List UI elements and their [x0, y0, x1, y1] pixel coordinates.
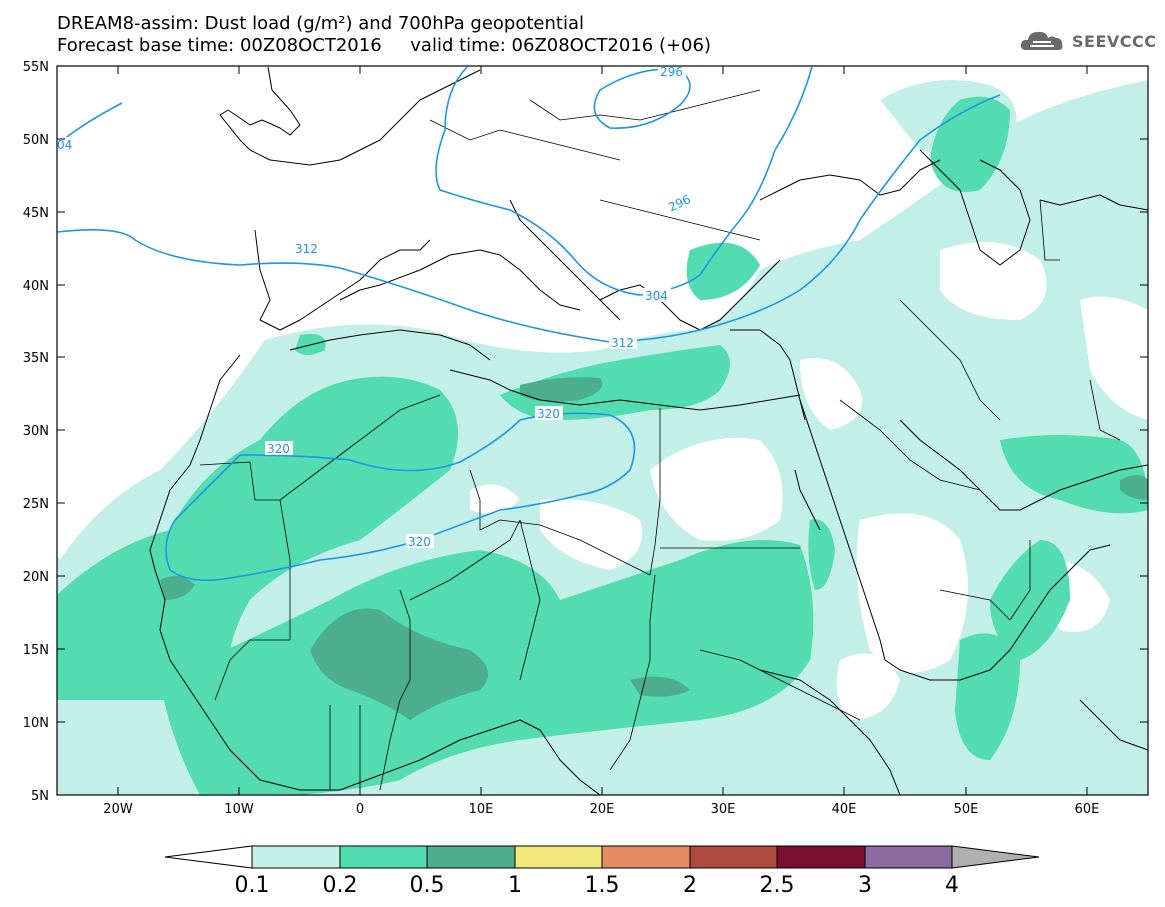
lat-label: 30N: [23, 424, 49, 439]
lon-label: 60E: [1075, 802, 1100, 817]
colorbar-bin: [426, 845, 516, 869]
lat-label: 5N: [31, 789, 49, 804]
colorbar-label: 2: [683, 873, 697, 898]
contour-labels: 04 296 296 312 304 312 320 320 320: [57, 64, 696, 549]
contour-label: 320: [408, 535, 431, 549]
lon-label: 10E: [469, 802, 494, 817]
lat-label: 55N: [23, 60, 49, 75]
colorbar-label: 4: [945, 873, 959, 898]
dust-region-medium: [57, 96, 1148, 795]
colorbar-label: 0.1: [235, 873, 270, 898]
lon-label: 50E: [954, 802, 979, 817]
contour-label: 312: [611, 336, 634, 350]
contour-label: 320: [537, 407, 560, 421]
geopotential-contours: [57, 66, 1001, 581]
lat-label: 45N: [23, 206, 49, 221]
contour-label: 04: [57, 138, 72, 152]
colorbar-label: 1: [508, 873, 522, 898]
colorbar-label: 1.5: [585, 873, 620, 898]
lat-labels: 55N 50N 45N 40N 35N 30N 25N 20N 15N 10N …: [23, 60, 49, 804]
lat-label: 50N: [23, 133, 49, 148]
contour-label: 304: [645, 289, 668, 303]
lon-label: 10W: [224, 802, 254, 817]
country-borders: [199, 89, 1121, 791]
colorbar-low-triangle: [164, 845, 253, 869]
colorbar-bin: [864, 845, 953, 869]
colorbar: [164, 845, 1040, 869]
map-title-line2: Forecast base time: 00Z08OCT2016 valid t…: [57, 35, 711, 56]
lon-labels: 20W 10W 0 10E 20E 30E 40E 50E 60E: [103, 802, 1099, 817]
lat-label: 35N: [23, 351, 49, 366]
colorbar-bin: [601, 845, 691, 869]
contour-label: 320: [267, 442, 290, 456]
colorbar-label: 2.5: [760, 873, 795, 898]
contour-304-europe: [435, 66, 813, 296]
dust-gaps: [470, 242, 1148, 720]
coastlines: [149, 66, 1148, 795]
contour-label: 296: [660, 65, 683, 79]
lon-label: 20W: [103, 802, 133, 817]
lon-label: 20E: [590, 802, 615, 817]
colorbar-bin: [776, 845, 866, 869]
lat-label: 15N: [23, 643, 49, 658]
contour-320-north: [165, 412, 636, 581]
dust-region-heavy: [160, 377, 1148, 720]
lat-axis: [57, 65, 1148, 723]
lat-label: 20N: [23, 570, 49, 585]
logo: SEEVCCC: [1018, 26, 1157, 56]
colorbar-label: 0.5: [410, 873, 445, 898]
colorbar-bin: [251, 845, 341, 869]
colorbar-bin: [339, 845, 428, 869]
lon-axis: [117, 66, 1088, 795]
map-title-line1: DREAM8-assim: Dust load (g/m²) and 700hP…: [57, 13, 584, 34]
colorbar-labels: 0.1 0.2 0.5 1 1.5 2 2.5 3 4: [235, 873, 960, 898]
lat-label: 25N: [23, 497, 49, 512]
cloud-icon: [1020, 31, 1063, 50]
colorbar-bin: [514, 845, 603, 869]
dust-fields: [57, 80, 1148, 795]
lat-label: 10N: [23, 716, 49, 731]
contour-296-poland: [593, 68, 691, 129]
lat-label: 40N: [23, 279, 49, 294]
colorbar-high-triangle: [951, 845, 1040, 869]
lon-label: 30E: [711, 802, 736, 817]
logo-text: SEEVCCC: [1072, 31, 1157, 51]
contour-312: [57, 94, 1001, 343]
lon-label: 0: [356, 802, 364, 817]
colorbar-bin: [689, 845, 778, 869]
lon-label: 40E: [832, 802, 857, 817]
colorbar-label: 3: [858, 873, 872, 898]
colorbar-label: 0.2: [323, 873, 358, 898]
contour-label: 312: [295, 242, 318, 256]
